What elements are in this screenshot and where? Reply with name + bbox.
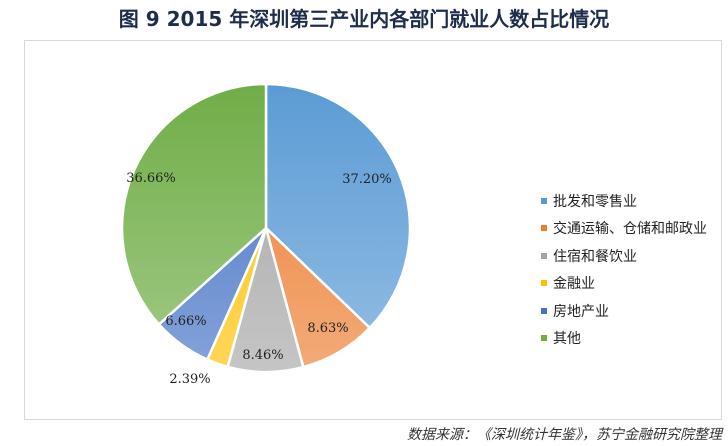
legend-item: 批发和零售业 — [541, 187, 707, 215]
legend-swatch — [541, 335, 547, 342]
pie-chart: 37.20% 8.63% 8.46% 2.39% 6.66% 36.66% — [120, 82, 412, 387]
chart-legend: 批发和零售业交通运输、仓储和邮政业 住宿和餐饮业 金融业房地产业其他 — [541, 187, 707, 352]
legend-swatch — [541, 307, 547, 314]
legend-swatch — [541, 197, 547, 204]
chart-area: 37.20% 8.63% 8.46% 2.39% 6.66% 36.66% 批发和零售业交… — [24, 40, 722, 420]
legend-label: 金融业 — [553, 276, 595, 293]
pie-data-label: 36.66% — [126, 171, 176, 186]
legend-item: 交通运输、仓储和邮政业 — [541, 215, 707, 243]
pie-data-label: 6.66% — [165, 314, 206, 329]
legend-item: 房地产业 — [541, 297, 707, 325]
pie-data-label: 37.20% — [342, 172, 392, 187]
pie-data-label: 2.39% — [169, 372, 210, 387]
legend-label: 住宿和餐饮业 — [553, 248, 637, 265]
pie-slice — [264, 82, 412, 330]
legend-label: 其他 — [553, 331, 581, 348]
pie-slices — [120, 82, 412, 374]
legend-item: 金融业 — [541, 270, 707, 298]
source-note: 数据来源：《深圳统计年鉴》，苏宁金融研究院整理 — [407, 427, 722, 443]
legend-swatch — [541, 225, 547, 232]
pie-data-labels: 37.20% 8.63% 8.46% 2.39% 6.66% 36.66% — [126, 171, 392, 387]
legend-item: 其他 — [541, 325, 707, 353]
legend-label: 房地产业 — [553, 303, 609, 320]
pie-data-label: 8.63% — [307, 321, 348, 336]
legend-swatch — [541, 252, 547, 259]
legend-label: 批发和零售业 — [553, 193, 637, 210]
pie-slice — [120, 82, 268, 326]
chart-title: 图 9 2015 年深圳第三产业内各部门就业人数占比情况 — [118, 7, 610, 31]
legend-item: 住宿和餐饮业 — [541, 242, 707, 270]
pie-data-label: 8.46% — [242, 348, 283, 363]
legend-label: 交通运输、仓储和邮政业 — [553, 221, 707, 238]
legend-swatch — [541, 280, 547, 287]
